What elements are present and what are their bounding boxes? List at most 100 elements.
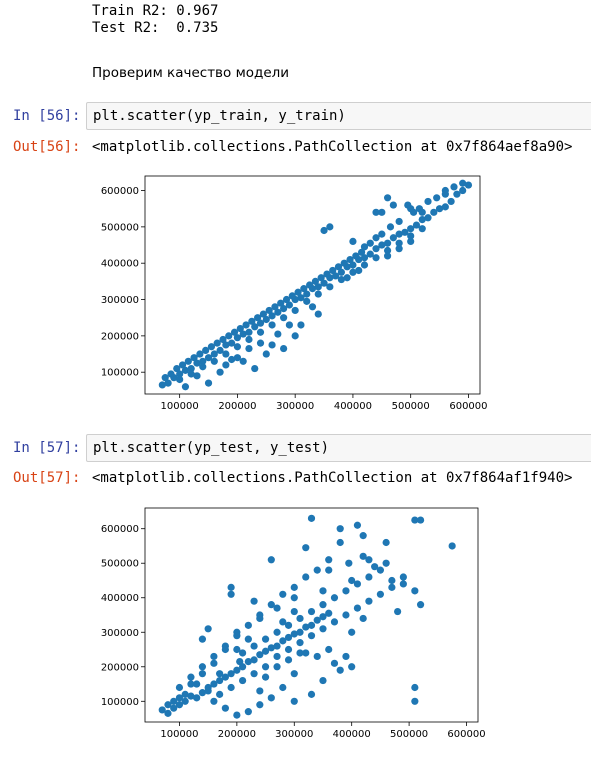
scatter-point <box>256 328 265 336</box>
code-cell-56[interactable]: plt.scatter(yp_train, y_train) <box>86 102 591 130</box>
scatter-point <box>366 239 374 247</box>
scatter-point <box>296 649 304 657</box>
scatter-point <box>353 521 362 529</box>
plot-frame <box>144 507 479 723</box>
scatter-point <box>291 306 299 315</box>
scatter-point <box>325 609 333 617</box>
scatter-point <box>227 590 235 598</box>
x-tick-label: 100000 <box>160 729 198 740</box>
scatter-point <box>386 223 395 231</box>
scatter-point <box>268 341 276 349</box>
scatter-point <box>254 314 262 322</box>
scatter-point <box>353 580 362 588</box>
x-tick-label: 300000 <box>276 401 314 412</box>
scatter-point <box>279 683 287 692</box>
scatter-point <box>383 239 392 247</box>
y-tick-label: 300000 <box>101 628 139 639</box>
code-cell-57[interactable]: plt.scatter(yp_test, y_test) <box>86 434 591 462</box>
scatter-point <box>181 383 190 391</box>
scatter-point <box>388 583 396 591</box>
scatter-point <box>319 601 327 609</box>
scatter-point <box>290 697 298 705</box>
scatter-point <box>359 552 367 560</box>
scatter-point <box>170 704 178 712</box>
scatter-point <box>213 339 221 347</box>
scatter-point <box>342 587 350 595</box>
scatter-point <box>314 310 322 318</box>
scatter-point <box>248 317 256 325</box>
scatter-point <box>250 642 258 650</box>
scatter-point <box>244 657 252 666</box>
scatter-point <box>302 573 310 581</box>
scatter-point <box>416 601 425 609</box>
scatter-point <box>181 697 189 705</box>
scatter-point <box>273 652 281 661</box>
scatter-point <box>450 183 458 191</box>
markdown-text: Проверим качество модели <box>92 65 290 81</box>
scatter-point <box>233 666 241 674</box>
scatter-point <box>411 587 419 595</box>
scatter-point <box>296 639 304 647</box>
scatter-point <box>280 344 288 353</box>
scatter-point <box>285 301 293 309</box>
out-repr-56: <matplotlib.collections.PathCollection a… <box>92 139 573 155</box>
scatter-point <box>365 556 373 564</box>
scatter-point <box>164 701 172 709</box>
scatter-point <box>175 683 184 692</box>
scatter-point <box>256 614 264 623</box>
scatter-point <box>233 334 242 342</box>
scatter-point <box>216 676 224 685</box>
scatter-point <box>433 194 441 202</box>
scatter-point <box>382 559 390 567</box>
out-prompt-56: Out[56]: <box>13 139 81 155</box>
scatter-point <box>296 628 304 636</box>
scatter-point <box>233 343 242 351</box>
plot-frame <box>144 175 481 395</box>
scatter-point <box>349 261 357 269</box>
scatter-point <box>297 294 305 302</box>
scatter-point <box>262 315 270 324</box>
scatter-point <box>325 556 333 564</box>
scatter-point <box>329 266 337 275</box>
scatter-point <box>395 245 403 253</box>
scatter-point <box>210 357 218 365</box>
scatter-point <box>365 597 373 605</box>
scatter-point <box>383 252 392 260</box>
scatter-plot-train: 100000 200000 300000 400000 500000 600000 1000… <box>101 175 488 412</box>
scatter-point <box>290 594 298 602</box>
scatter-point <box>204 354 213 362</box>
scatter-point <box>210 350 218 358</box>
scatter-point <box>311 277 319 285</box>
scatter-point <box>319 613 327 621</box>
scatter-point <box>222 361 230 369</box>
scatter-point <box>407 205 415 213</box>
scatter-point <box>187 673 195 681</box>
x-tick-label: 500000 <box>392 401 430 412</box>
x-tick-label: 200000 <box>218 729 256 740</box>
scatter-point <box>418 216 426 224</box>
scatter-point <box>319 625 327 633</box>
scatter-point <box>319 676 327 685</box>
scatter-point <box>250 670 258 678</box>
scatter-point <box>222 341 230 349</box>
scatter-point <box>435 205 444 213</box>
scatter-point <box>345 559 353 567</box>
scatter-point <box>265 306 273 315</box>
x-tick-label: 400000 <box>334 401 372 412</box>
scatter-point <box>280 305 288 313</box>
scatter-point <box>268 312 276 320</box>
scatter-point <box>378 230 386 238</box>
scatter-point <box>187 692 195 700</box>
scatter-point <box>372 208 380 216</box>
scatter-point <box>314 290 322 298</box>
scatter-point <box>284 645 293 654</box>
scatter-point <box>411 683 419 692</box>
y-tick-label: 200000 <box>101 331 139 342</box>
scatter-point <box>320 279 328 287</box>
scatter-point <box>288 292 296 300</box>
scatter-point <box>302 649 310 657</box>
out-prompt-57: Out[57]: <box>13 470 81 486</box>
scatter-point <box>236 325 244 333</box>
scatter-point <box>348 576 356 585</box>
x-tick-label: 300000 <box>275 729 313 740</box>
